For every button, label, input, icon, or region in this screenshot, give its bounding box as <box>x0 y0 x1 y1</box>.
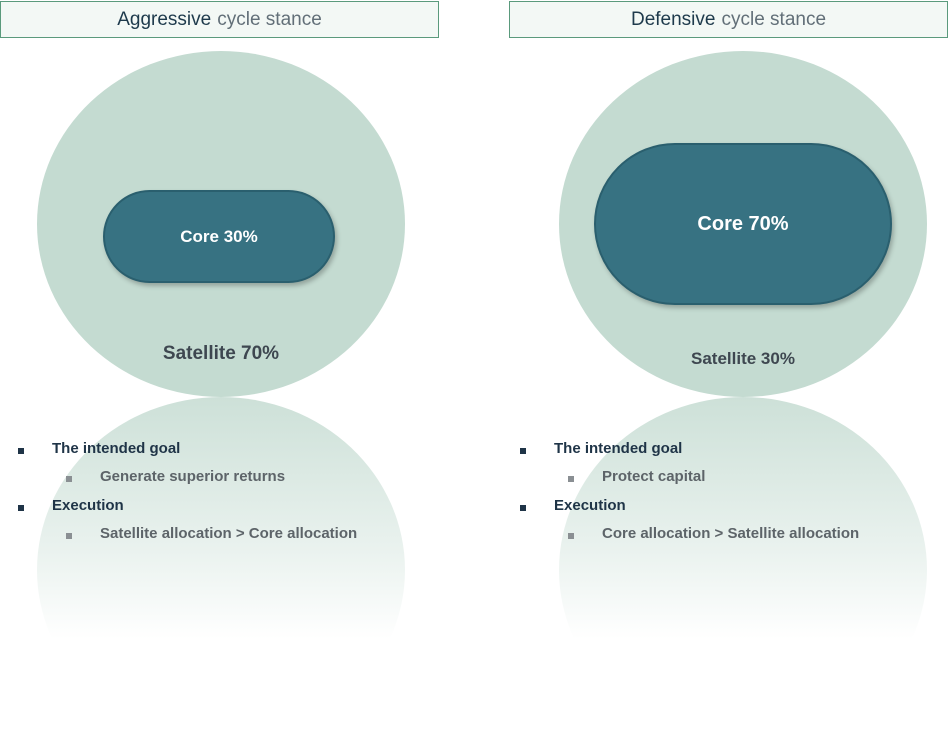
square-bullet-icon <box>568 476 574 482</box>
execution-item: Satellite allocation > Core allocation <box>100 525 358 542</box>
title-soft: cycle stance <box>217 8 322 30</box>
goal-item: Generate superior returns <box>100 468 286 485</box>
core-pill: Core 30% <box>103 190 335 283</box>
square-bullet-icon <box>18 505 24 511</box>
satellite-label: Satellite 70% <box>162 343 280 364</box>
core-pill: Core 70% <box>594 143 892 305</box>
title-strong: Aggressive <box>117 8 212 30</box>
core-label: Core 30% <box>180 226 258 246</box>
square-bullet-icon <box>66 476 72 482</box>
bullet-list: The intended goal Protect capital Execut… <box>474 432 948 572</box>
core-label: Core 70% <box>697 212 789 235</box>
title-soft: cycle stance <box>721 8 827 30</box>
bullet-list: The intended goal Generate superior retu… <box>0 432 474 572</box>
title-strong: Defensive <box>630 8 716 30</box>
execution-heading: Execution <box>52 497 124 514</box>
execution-heading: Execution <box>554 497 626 514</box>
execution-item: Core allocation > Satellite allocation <box>602 525 860 542</box>
square-bullet-icon <box>18 448 24 454</box>
panel-title: Aggressive cycle stance <box>0 1 439 38</box>
square-bullet-icon <box>520 505 526 511</box>
goal-heading: The intended goal <box>52 440 181 457</box>
panel-title: Defensive cycle stance <box>509 1 948 38</box>
defensive-panel: Defensive cycle stance Core 70% Satellit… <box>474 0 948 743</box>
aggressive-panel: Aggressive cycle stance Core 30% Satelli… <box>0 0 474 743</box>
square-bullet-icon <box>520 448 526 454</box>
satellite-label: Satellite 30% <box>691 349 795 368</box>
goal-item: Protect capital <box>602 468 706 485</box>
square-bullet-icon <box>568 533 574 539</box>
goal-heading: The intended goal <box>554 440 683 457</box>
square-bullet-icon <box>66 533 72 539</box>
